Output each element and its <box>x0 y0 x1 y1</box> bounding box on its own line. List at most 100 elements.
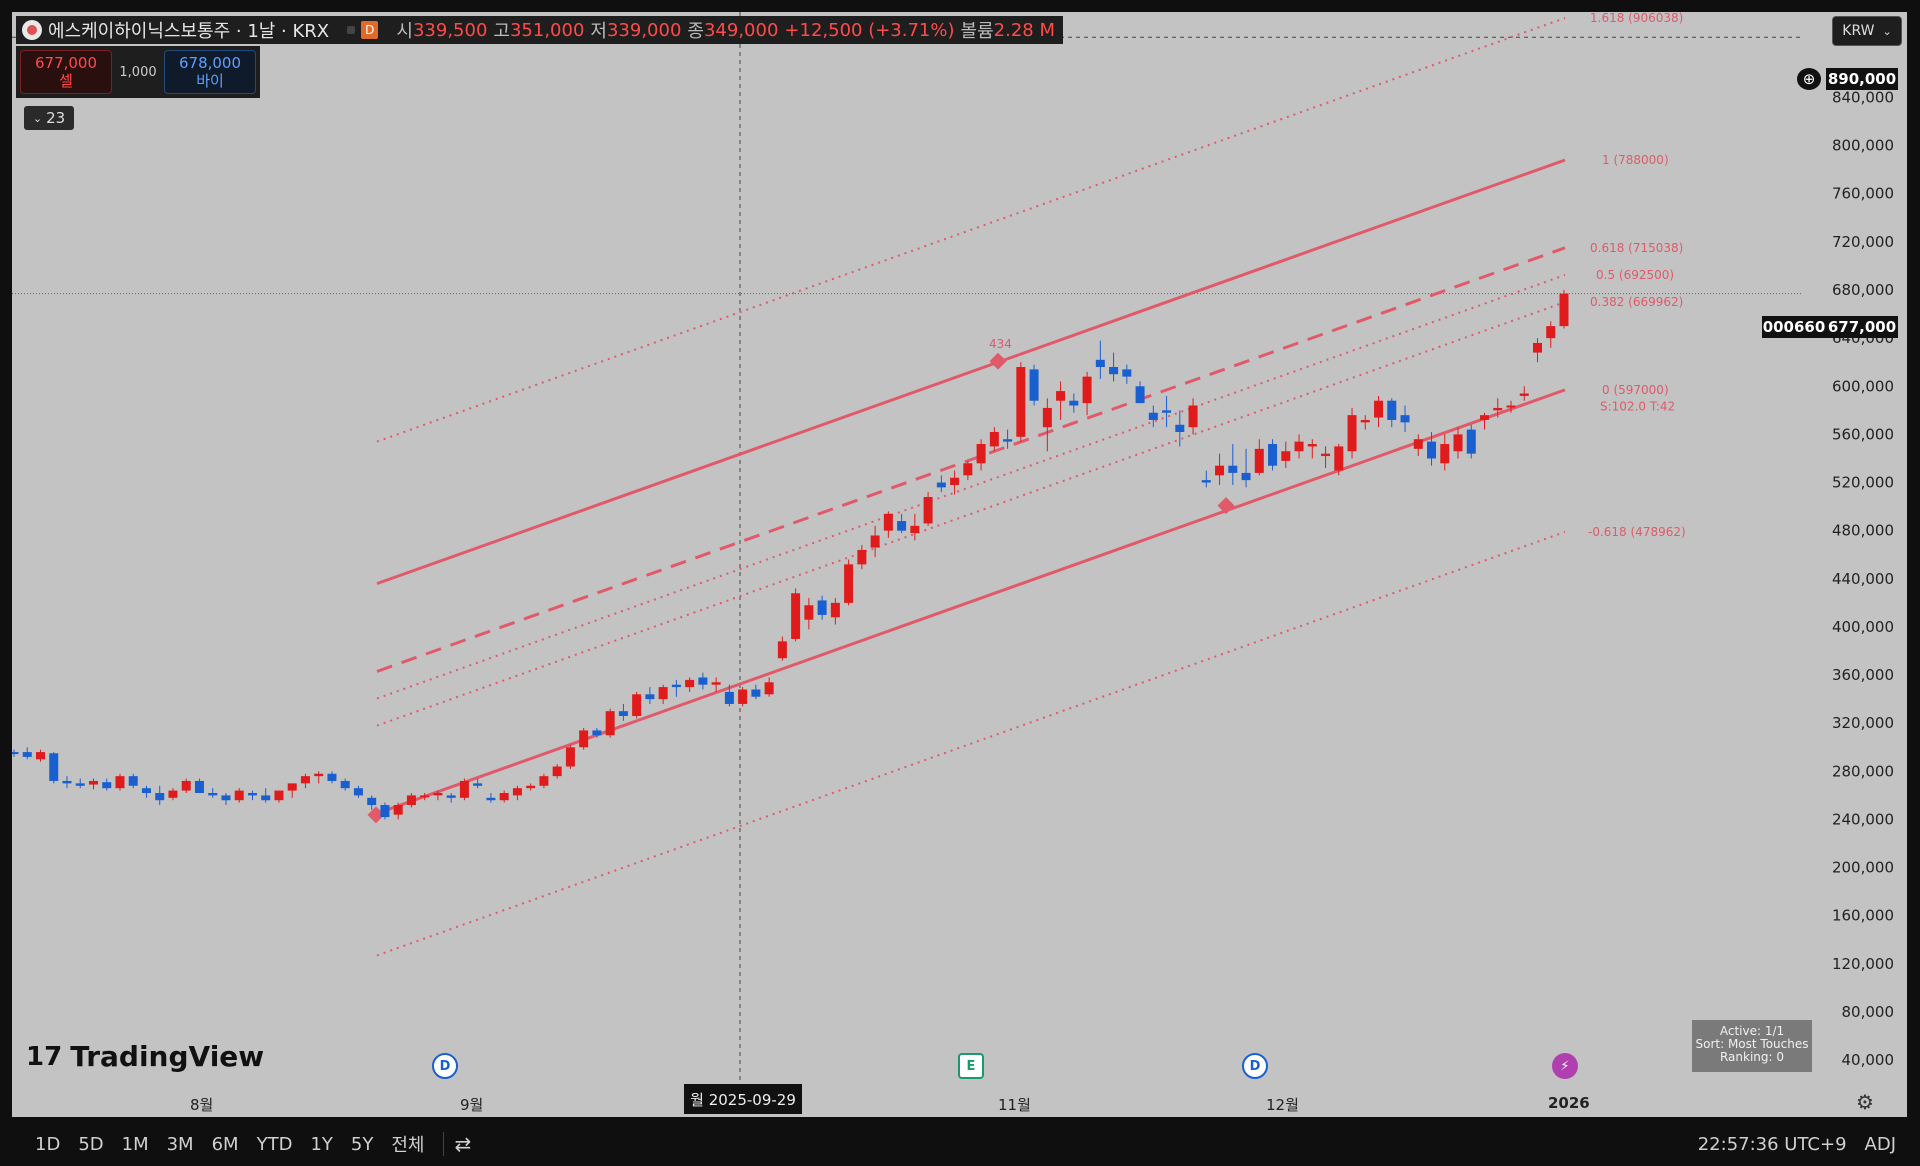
candle-body <box>579 730 589 748</box>
dividend-event-icon[interactable]: D <box>432 1053 458 1079</box>
range-ytd[interactable]: YTD <box>256 1133 293 1155</box>
candle-body <box>804 605 814 620</box>
candle-body <box>870 535 880 548</box>
candle-body <box>844 564 854 603</box>
range-all[interactable]: 전체 <box>391 1135 425 1156</box>
adj-toggle[interactable]: ADJ <box>1864 1133 1896 1155</box>
candle-body <box>128 776 138 786</box>
candle-body <box>512 788 522 796</box>
symbol-title[interactable]: 에스케이하이닉스보통주 · 1날 · KRX <box>48 21 330 42</box>
fib-level-label: 0.5 (692500) <box>1596 268 1674 282</box>
candle-body <box>552 766 562 777</box>
price-tick-label: 80,000 <box>1842 1003 1895 1021</box>
channel-line <box>376 158 1566 586</box>
candle-body <box>155 792 165 801</box>
range-1m[interactable]: 1M <box>121 1133 149 1155</box>
lightning-event-icon[interactable]: ⚡ <box>1552 1053 1578 1079</box>
price-tick-label: 680,000 <box>1832 281 1894 299</box>
candle-body <box>380 805 390 818</box>
candle-body <box>671 684 681 688</box>
candle-body <box>724 691 734 704</box>
candle-body <box>1268 444 1278 466</box>
candle-body <box>645 694 655 700</box>
candle-body <box>791 593 801 639</box>
bottom-toolbar: 1D 5D 1M 3M 6M YTD 1Y 5Y 전체 ⇄ 22:57:36 U… <box>0 1122 1920 1166</box>
range-1d[interactable]: 1D <box>35 1133 61 1155</box>
low-value: 339,000 <box>606 19 682 41</box>
dividend-event-icon[interactable]: D <box>1242 1053 1268 1079</box>
candle-body <box>12 752 19 755</box>
candle-body <box>1281 451 1291 461</box>
candle-body <box>234 790 244 801</box>
fib-level-label: -0.618 (478962) <box>1588 525 1686 539</box>
candle-body <box>1241 472 1251 481</box>
price-tick-label: 840,000 <box>1832 88 1894 106</box>
candle-body <box>1334 446 1344 471</box>
symbol-code-tag: 000660 <box>1762 316 1826 338</box>
candle-body <box>976 444 986 464</box>
fib-level-label: 0.618 (715038) <box>1590 241 1683 255</box>
range-6m[interactable]: 6M <box>211 1133 239 1155</box>
candle-body <box>367 797 377 806</box>
channel-ranking-box: Active: 1/1 Sort: Most Touches Ranking: … <box>1692 1020 1812 1072</box>
buy-button[interactable]: 678,000 바이 <box>164 50 256 94</box>
add-alert-icon[interactable]: ⊕ <box>1797 68 1821 90</box>
sell-button[interactable]: 677,000 셀 <box>20 50 112 94</box>
candle-body <box>49 753 59 781</box>
candle-body <box>1254 448 1264 473</box>
buy-price: 678,000 <box>178 54 242 72</box>
candle-body <box>605 711 615 736</box>
earnings-event-icon[interactable]: E <box>958 1053 984 1079</box>
candle-body <box>830 602 840 618</box>
time-label-2026: 2026 <box>1548 1094 1590 1112</box>
channel-line <box>376 530 1566 957</box>
candle-body <box>1162 410 1172 413</box>
channel-line <box>376 246 1566 673</box>
high-label: 고 <box>493 21 510 42</box>
tradingview-logo[interactable]: 𝟭𝟳 TradingView <box>26 1040 264 1073</box>
candle-body <box>1122 369 1132 377</box>
price-tick-label: 240,000 <box>1832 810 1894 828</box>
currency-selector[interactable]: KRW ⌄ <box>1832 16 1902 46</box>
company-logo <box>22 20 42 40</box>
range-3m[interactable]: 3M <box>166 1133 194 1155</box>
candle-body <box>446 795 456 798</box>
candle-body <box>1201 480 1211 483</box>
price-tick-label: 280,000 <box>1832 762 1894 780</box>
range-5d[interactable]: 5D <box>78 1133 104 1155</box>
date-range-icon[interactable]: ⇄ <box>454 1132 472 1156</box>
price-tick-label: 40,000 <box>1842 1051 1895 1069</box>
clock[interactable]: 22:57:36 UTC+9 <box>1697 1133 1847 1155</box>
candle-body <box>287 783 297 791</box>
candle-body <box>698 677 708 685</box>
buy-label: 바이 <box>196 72 224 90</box>
price-tick-label: 760,000 <box>1832 185 1894 203</box>
range-5y[interactable]: 5Y <box>350 1133 374 1155</box>
ranking-value: Ranking: 0 <box>1719 1050 1785 1064</box>
fib-level-label: 1.618 (906038) <box>1590 12 1683 25</box>
indicators-toggle[interactable]: ⌄ 23 <box>24 106 74 130</box>
quantity-field[interactable]: 1,000 <box>119 64 157 80</box>
candle-body <box>711 682 721 685</box>
candle-body <box>1042 407 1052 428</box>
time-label-aug: 8월 <box>190 1096 214 1114</box>
candle-body <box>764 682 774 695</box>
flag-badge: D <box>361 21 379 39</box>
candle-body <box>817 600 827 615</box>
candle-body <box>473 783 483 786</box>
fib-level-label: 0 (597000) <box>1602 383 1669 397</box>
candle-body <box>486 797 496 801</box>
volume-value: 2.28 M <box>993 19 1055 41</box>
candle-body <box>1307 444 1317 447</box>
candle-body <box>989 431 999 447</box>
range-1y[interactable]: 1Y <box>310 1133 333 1155</box>
candle-body <box>406 795 416 806</box>
candle-body <box>1427 441 1437 459</box>
candle-body <box>1148 412 1158 420</box>
candle-body <box>1533 342 1543 353</box>
chart-pane[interactable]: 840,000 800,000 760,000 720,000 680,000 640,0… <box>12 12 1907 1117</box>
settings-gear-icon[interactable]: ⚙ <box>1856 1090 1874 1114</box>
symbol-legend[interactable]: 에스케이하이닉스보통주 · 1날 · KRX D 시 339,500 고 351,0… <box>16 16 1063 44</box>
price-chart[interactable]: 840,000800,000760,000720,000680,000640,0… <box>12 12 1907 1117</box>
